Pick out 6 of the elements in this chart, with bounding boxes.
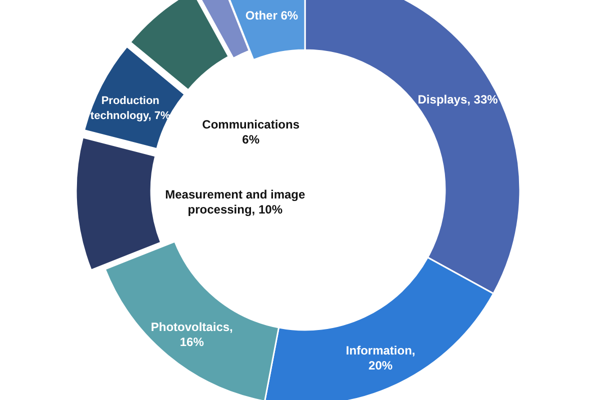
slice-label: Measurement and image processing, 10% [165, 187, 306, 216]
slice-label: Photovoltaics, 16% [150, 320, 233, 349]
slice-label: Communications 6% [202, 118, 300, 147]
slice-label: Information, 20% [346, 344, 416, 373]
slice-label: Other 6% [245, 8, 298, 23]
slice-label: Displays, 33% [418, 92, 498, 107]
